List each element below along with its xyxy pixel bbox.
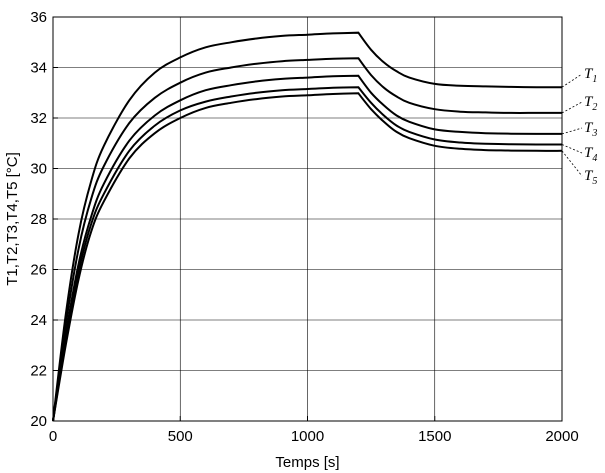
series-line-1 <box>52 31 562 422</box>
x-tick-label: 1000 <box>291 428 324 445</box>
series-label-1: T1 <box>584 66 597 85</box>
series-leader-4 <box>561 144 583 154</box>
series-label-5: T5 <box>584 168 597 187</box>
x-tick-label: 0 <box>49 428 57 445</box>
series-line-5 <box>52 92 563 422</box>
series-labels: T1 T2 T3 T4 T5 <box>561 66 597 187</box>
series-line-4 <box>52 86 563 422</box>
y-tick-label: 34 <box>30 60 47 77</box>
y-tick-label: 24 <box>30 312 47 329</box>
y-axis-label: T1,T2,T3,T4,T5 [°C] <box>4 152 21 286</box>
x-tick-label: 2000 <box>545 428 578 445</box>
series-label-4: T4 <box>584 145 597 164</box>
series-leader-2 <box>561 101 583 114</box>
x-tick-label: 500 <box>168 428 193 445</box>
series-lines <box>52 31 563 422</box>
series-line-3 <box>52 74 562 422</box>
axis-ticks: 0 500 1000 1500 2000 20 22 24 26 28 30 32 34 36 <box>30 9 578 445</box>
y-tick-label: 26 <box>30 262 47 279</box>
y-tick-label: 22 <box>30 363 47 380</box>
y-tick-label: 32 <box>30 110 47 127</box>
y-tick-label: 36 <box>30 9 47 26</box>
series-leader-5 <box>561 150 583 177</box>
x-axis-label: Temps [s] <box>275 454 339 471</box>
series-line-2 <box>52 57 562 422</box>
y-tick-label: 20 <box>30 413 47 430</box>
y-tick-label: 28 <box>30 211 47 228</box>
series-label-3: T3 <box>584 120 597 139</box>
series-leader-1 <box>561 73 583 88</box>
series-leader-3 <box>561 127 583 135</box>
x-tick-label: 1500 <box>418 428 451 445</box>
series-label-2: T2 <box>584 94 597 113</box>
y-tick-label: 30 <box>30 161 47 178</box>
